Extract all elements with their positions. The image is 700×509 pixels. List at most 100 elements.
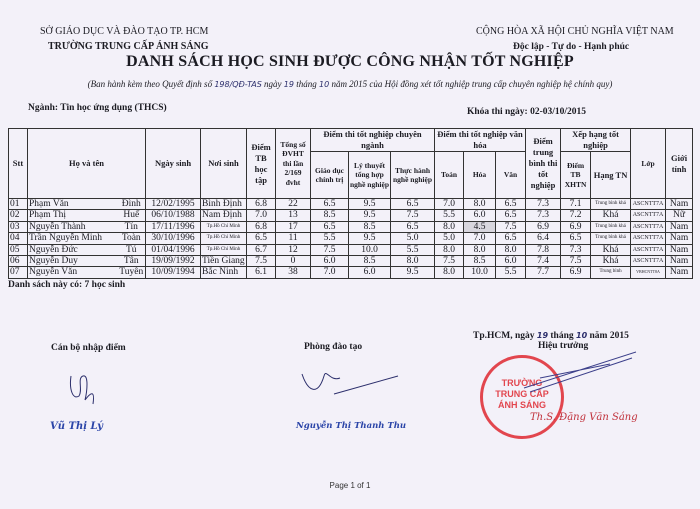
date-day: 19	[536, 331, 549, 340]
table-row: 03 Nguyễn Thành Tín 17/11/1996 Tp.Hồ Chí Min…	[8, 220, 694, 234]
header-pob: Nơi sinh	[200, 128, 248, 199]
cell-practice: 6.5	[390, 220, 436, 234]
cell-gender: Nam	[665, 197, 694, 211]
decision-number: 198/QĐ-TAS	[214, 80, 262, 89]
cell-math: 8.0	[434, 266, 465, 279]
cell-theory: 6.0	[348, 266, 392, 279]
cell-rank-score: 6.5	[560, 232, 592, 245]
cell-avg: 7.4	[525, 255, 562, 268]
cell-dob: 12/02/1995	[145, 197, 202, 211]
header-math: Toán	[434, 151, 465, 199]
cell-rank-score: 6.9	[560, 220, 592, 234]
cell-avg: 7.8	[525, 243, 562, 257]
cell-lit: 6.5	[495, 232, 527, 245]
cell-theory: 10.0	[348, 243, 392, 257]
cell-surname: Trần Nguyễn Minh	[27, 232, 118, 245]
date-mid: tháng	[548, 331, 576, 341]
header-major-group: Điểm thi tốt nghiệp chuyên ngành	[310, 128, 436, 152]
cell-credits: 17	[275, 220, 312, 234]
cell-theory: 8.5	[348, 220, 392, 234]
header-theory: Lý thuyết tổng hợp nghề nghiệp	[348, 151, 392, 199]
header-stt: Stt	[8, 128, 28, 199]
training-office-title: Phòng đào tạo	[304, 342, 363, 352]
cell-credits: 22	[275, 197, 312, 211]
exam-date: Khóa thi ngày: 02-03/10/2015	[467, 107, 587, 117]
republic-name: CỘNG HÒA XÃ HỘI CHỦ NGHĨA VIỆT NAM	[476, 26, 674, 37]
header-avg: Điểm trung bình thi tốt nghiệp	[525, 128, 562, 199]
cell-rank: Trung bình khá	[590, 197, 632, 211]
cell-stt: 05	[8, 243, 28, 257]
cell-gpa: 6.8	[246, 197, 277, 211]
page-number: Page 1 of 1	[329, 481, 371, 490]
cell-rank: Khá	[590, 209, 632, 222]
cell-politics: 5.5	[310, 232, 350, 245]
cell-surname: Nguyễn Văn	[27, 266, 118, 279]
cell-math: 8.0	[434, 220, 465, 234]
cell-gender: Nữ	[665, 209, 694, 222]
subtitle-text: tháng	[293, 79, 319, 89]
cell-stt: 02	[8, 209, 28, 222]
cell-lit: 7.5	[495, 220, 527, 234]
cell-chem: 10.0	[463, 266, 497, 279]
date-prefix: Tp.HCM, ngày	[473, 331, 537, 341]
cell-gender: Nam	[665, 255, 694, 268]
header-rank: Hạng TN	[590, 151, 632, 199]
cell-theory: 9.5	[348, 197, 392, 211]
cell-rank: Khá	[590, 243, 632, 257]
date-suffix: năm 2015	[587, 331, 629, 341]
training-office-name: Nguyễn Thị Thanh Thu	[296, 421, 407, 431]
cell-math: 5.0	[434, 232, 465, 245]
cell-gpa: 6.8	[246, 220, 277, 234]
cell-avg: 7.3	[525, 197, 562, 211]
cell-politics: 7.0	[310, 266, 350, 279]
header-name: Họ và tên	[26, 128, 147, 199]
cell-gpa: 7.0	[246, 209, 277, 222]
cell-surname: Nguyễn Đức	[27, 243, 118, 257]
cell-avg: 6.9	[525, 220, 562, 234]
cell-rank-score: 6.9	[560, 266, 592, 279]
cell-stt: 01	[8, 197, 28, 211]
table-row: 04 Trần Nguyễn Minh Toàn 30/10/1996 Tp.Hồ Ch…	[8, 232, 694, 245]
cell-politics: 7.5	[310, 243, 350, 257]
decision-month: 10	[319, 80, 330, 89]
cell-class: ASCNTT7A	[630, 255, 667, 268]
cell-chem: 4.5	[463, 220, 497, 234]
cell-stt: 07	[8, 266, 28, 279]
cell-lit: 6.0	[495, 255, 527, 268]
cell-practice: 8.0	[390, 255, 436, 268]
header-practice: Thực hành nghề nghiệp	[390, 151, 436, 199]
cell-class: ASCNTT7A	[630, 197, 667, 211]
cell-pob: Tp.Hồ Chí Minh	[200, 232, 248, 245]
document-subtitle: (Ban hành kèm theo Quyết định số 198/QĐ-…	[0, 79, 700, 89]
cell-gpa: 6.7	[246, 243, 277, 257]
cell-gender: Nam	[665, 243, 694, 257]
cell-dob: 30/10/1996	[145, 232, 202, 245]
cell-theory: 9.5	[348, 232, 392, 245]
cell-rank-score: 7.1	[560, 197, 592, 211]
graduates-table: Stt Họ và tên Ngày sinh Nơi sinh Điểm TB…	[8, 128, 694, 279]
cell-given: Tuyên	[117, 266, 147, 279]
header-dob: Ngày sinh	[145, 128, 202, 199]
cell-avg: 6.4	[525, 232, 562, 245]
table-row: 02 Phạm Thị Huế 06/10/1988 Nam Định 7.0 13 8.5 9…	[8, 209, 694, 222]
table-row: 01 Phạm Văn Đình 12/02/1995 Bình Định 6.8 22 6.…	[8, 197, 694, 211]
cell-chem: 6.0	[463, 209, 497, 222]
entry-officer-title: Cán bộ nhập điểm	[51, 343, 126, 353]
cell-given: Đình	[117, 197, 147, 211]
cell-chem: 8.0	[463, 197, 497, 211]
cell-class: ASCNTT7A	[630, 209, 667, 222]
cell-politics: 6.5	[310, 220, 350, 234]
signature-principal	[523, 351, 637, 393]
sign-date: Tp.HCM, ngày 19 tháng 10 năm 2015	[473, 331, 629, 341]
stamp-text: TRƯỜNG TRUNG CẤP ÁNH SÁNG	[495, 378, 549, 410]
cell-rank: Trung bình khá	[590, 232, 632, 245]
cell-math: 5.5	[434, 209, 465, 222]
table-row: 07 Nguyễn Văn Tuyên 10/09/1994 Bắc Ninh 6.1 38…	[8, 266, 694, 279]
cell-dob: 19/09/1992	[145, 255, 202, 268]
principal-title: Hiệu trưởng	[538, 341, 589, 351]
cell-practice: 5.5	[390, 243, 436, 257]
cell-pob: Bình Định	[200, 197, 248, 211]
cell-pob: Bắc Ninh	[200, 266, 248, 279]
cell-credits: 0	[275, 255, 312, 268]
cell-avg: 7.3	[525, 209, 562, 222]
